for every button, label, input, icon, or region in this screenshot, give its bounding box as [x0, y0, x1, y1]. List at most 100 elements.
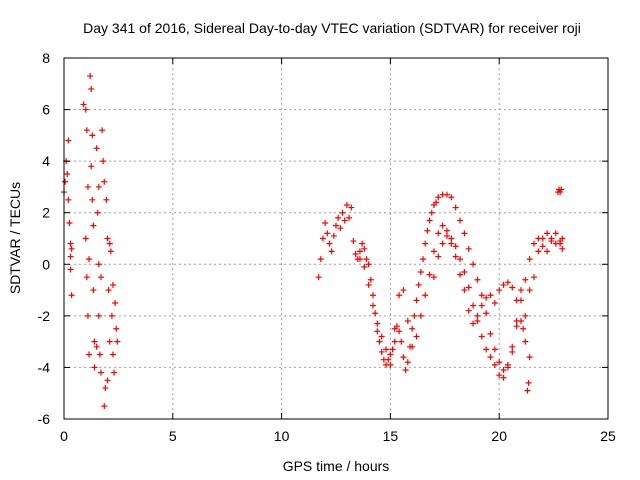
data-point: [404, 318, 411, 325]
data-point: [439, 240, 446, 247]
data-point: [65, 196, 72, 203]
data-point: [374, 328, 381, 335]
data-point: [478, 333, 485, 340]
data-point: [513, 297, 520, 304]
data-point: [452, 253, 459, 260]
data-point: [452, 243, 459, 250]
data-point: [465, 307, 472, 314]
data-point: [66, 220, 73, 227]
x-tick-label: 0: [60, 428, 68, 444]
data-point: [95, 183, 102, 190]
data-point: [433, 199, 440, 206]
data-point: [68, 245, 75, 252]
data-point: [86, 256, 93, 263]
data-point: [443, 232, 450, 239]
y-tick-label: 0: [42, 256, 50, 272]
y-tick-label: -4: [38, 359, 51, 375]
data-point: [522, 312, 529, 319]
data-point: [531, 240, 538, 247]
data-point: [544, 248, 551, 255]
data-point: [93, 343, 100, 350]
data-point: [413, 333, 420, 340]
data-point: [91, 364, 98, 371]
data-point: [402, 367, 409, 374]
data-point: [465, 284, 472, 291]
data-point: [68, 292, 75, 299]
data-point: [391, 325, 398, 332]
data-point: [346, 214, 353, 221]
data-point: [548, 238, 555, 245]
data-point: [97, 274, 104, 281]
data-point: [559, 245, 566, 252]
data-point: [422, 240, 429, 247]
data-point: [84, 183, 91, 190]
data-point: [415, 281, 422, 288]
data-point: [369, 292, 376, 299]
data-point: [457, 271, 464, 278]
data-point: [365, 261, 372, 268]
data-point: [396, 328, 403, 335]
data-point: [93, 145, 100, 152]
data-point: [106, 240, 113, 247]
data-point: [457, 217, 464, 224]
data-point: [531, 274, 538, 281]
data-point: [111, 369, 118, 376]
data-point: [104, 377, 111, 384]
y-axis-label: SDTVAR / TECUs: [7, 182, 23, 294]
data-point: [101, 403, 108, 410]
data-point: [341, 217, 348, 224]
data-point: [500, 281, 507, 288]
y-tick-label: 4: [42, 153, 50, 169]
data-point: [361, 263, 368, 270]
data-point: [90, 222, 97, 229]
data-point: [101, 178, 108, 185]
data-point: [558, 186, 565, 193]
data-point: [105, 287, 112, 294]
data-point: [387, 361, 394, 368]
data-point: [461, 269, 468, 276]
data-point: [491, 346, 498, 353]
data-point: [113, 325, 120, 332]
x-tick-label: 5: [169, 428, 177, 444]
data-point: [500, 367, 507, 374]
data-point: [82, 235, 89, 242]
data-point: [439, 222, 446, 229]
data-point: [435, 253, 442, 260]
data-point: [504, 279, 511, 286]
data-point: [443, 191, 450, 198]
data-point: [90, 287, 97, 294]
data-point: [409, 343, 416, 350]
data-point: [67, 253, 74, 260]
data-point: [95, 312, 102, 319]
data-point: [422, 292, 429, 299]
data-point: [356, 248, 363, 255]
data-point: [504, 364, 511, 371]
data-point: [62, 178, 69, 185]
data-point: [496, 287, 503, 294]
data-point: [526, 256, 533, 263]
data-point: [350, 238, 357, 245]
data-point: [64, 171, 71, 178]
data-point: [411, 312, 418, 319]
data-point: [420, 256, 427, 263]
data-point: [483, 294, 490, 301]
data-point: [535, 235, 542, 242]
data-point: [339, 209, 346, 216]
data-point: [448, 235, 455, 242]
data-point: [67, 240, 74, 247]
data-point: [378, 333, 385, 340]
y-tick-label: -6: [38, 411, 51, 427]
plot-frame: [63, 57, 609, 420]
data-point: [557, 240, 564, 247]
data-point: [359, 240, 366, 247]
x-tick-label: 25: [600, 428, 616, 444]
data-point: [114, 338, 121, 345]
data-point: [491, 299, 498, 306]
data-point: [474, 276, 481, 283]
data-point: [430, 248, 437, 255]
data-point: [448, 240, 455, 247]
data-point: [509, 284, 516, 291]
data-point: [535, 248, 542, 255]
